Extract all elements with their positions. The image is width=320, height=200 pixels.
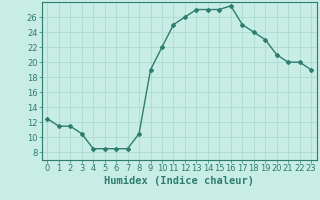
X-axis label: Humidex (Indice chaleur): Humidex (Indice chaleur) — [104, 176, 254, 186]
